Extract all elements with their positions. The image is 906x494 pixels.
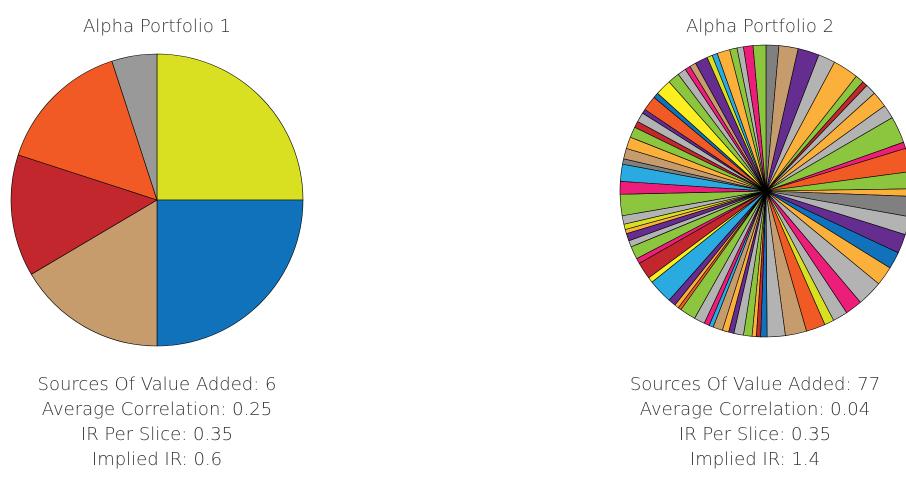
- annotation: IR Per Slice: 0.35: [679, 424, 831, 445]
- annotation: IR Per Slice: 0.35: [81, 424, 233, 445]
- pie-slice: [765, 171, 906, 192]
- pie-slice: [17, 60, 158, 201]
- pie-slice: [156, 53, 304, 201]
- pie-slice: [111, 53, 158, 201]
- chart-title: Alpha Portfolio 2: [686, 16, 834, 37]
- pie-slice: [31, 199, 158, 347]
- annotation: Implied IR: 0.6: [92, 449, 222, 470]
- chart-title: Alpha Portfolio 1: [83, 16, 231, 37]
- annotation: Implied IR: 1.4: [690, 449, 820, 470]
- annotation: Sources Of Value Added: 6: [38, 374, 277, 395]
- pie-slice: [156, 199, 304, 347]
- pie-slice: [10, 154, 158, 275]
- pie-slice: [752, 44, 767, 192]
- annotation: Average Correlation: 0.04: [640, 399, 870, 420]
- annotation: Average Correlation: 0.25: [42, 399, 272, 420]
- pie-slice: [765, 188, 906, 197]
- annotation: Sources Of Value Added: 77: [630, 374, 880, 395]
